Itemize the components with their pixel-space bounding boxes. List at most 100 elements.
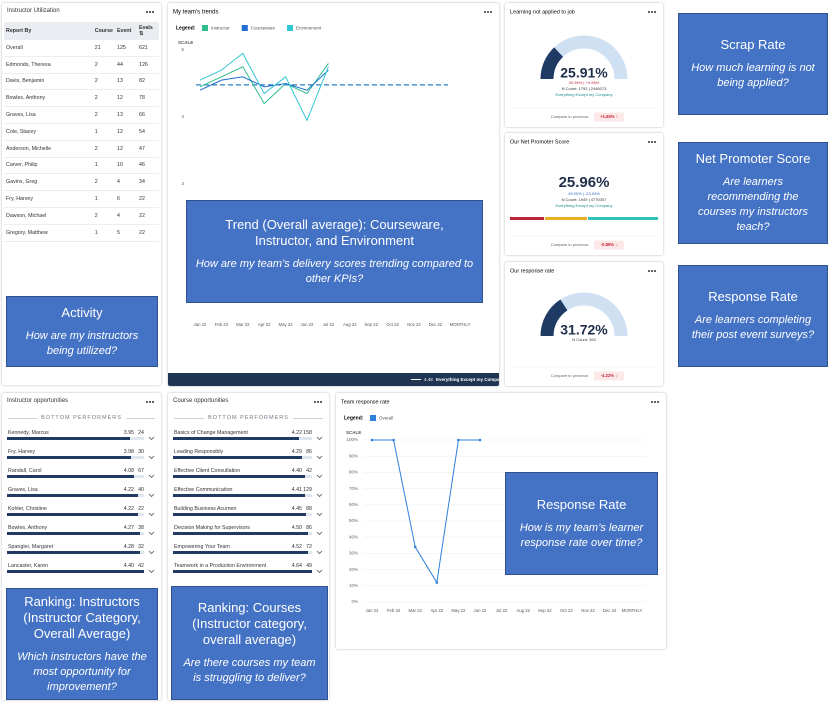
menu-button[interactable] — [481, 7, 495, 16]
ranking-row[interactable]: Teamwork in a Production Environment 4.64… — [173, 560, 324, 579]
ranking-row[interactable]: Kohler, Christine 4.22 22 — [7, 503, 156, 522]
menu-button[interactable] — [311, 397, 325, 406]
ranking-score: 3.98 — [123, 449, 134, 455]
x-tick-label: Apr 22 — [430, 608, 443, 613]
table-cell: Gavins, Greg — [4, 173, 93, 192]
x-tick-label: Nov 22 — [407, 322, 421, 327]
legend-swatch[interactable] — [370, 415, 376, 421]
expand-icon[interactable] — [316, 474, 323, 479]
ranking-score: 4.27 — [123, 525, 134, 531]
table-row[interactable]: Fry, Harvey 1 6 22 — [4, 190, 159, 208]
expand-icon[interactable] — [148, 493, 155, 498]
expand-icon[interactable] — [316, 493, 323, 498]
expand-icon[interactable] — [148, 512, 155, 517]
expand-icon[interactable] — [316, 569, 323, 574]
annotation-question: How are my team’s delivery scores trendi… — [195, 257, 474, 285]
legend-swatch[interactable] — [287, 25, 294, 31]
ranking-score: 4.29 — [291, 449, 302, 455]
ranking-row[interactable]: Leading Responsibly 4.29 86 — [173, 446, 324, 465]
ranking-count: 88 — [306, 506, 312, 512]
footer-bar — [168, 373, 499, 386]
table-cell: 2 — [92, 140, 115, 158]
ranking-count: 129 — [303, 487, 312, 493]
expand-icon[interactable] — [316, 512, 323, 517]
table-cell: Gregory, Matthew — [4, 224, 93, 242]
table-cell: Cole, Stacey — [4, 123, 93, 141]
ranking-row[interactable]: Effective Communication 4.41 129 — [173, 484, 324, 503]
compare-badge — [594, 112, 624, 122]
panel-title: My team's trends — [173, 10, 219, 16]
score-bar — [173, 551, 309, 554]
menu-button[interactable] — [645, 7, 659, 16]
ranking-count: 24 — [138, 430, 144, 436]
expand-icon[interactable] — [148, 455, 155, 460]
panel-title: Learning not applied to job — [510, 9, 575, 15]
ranking-row[interactable]: Kennedy, Marcus 3.95 24 — [7, 427, 156, 446]
ranking-row[interactable]: Spangler, Margaret 4.28 32 — [7, 541, 156, 560]
chevron — [148, 455, 155, 460]
x-tick-label: Nov 22 — [581, 608, 595, 613]
series-line — [372, 439, 480, 584]
x-tick-label: Sep 22 — [364, 322, 378, 327]
table-row[interactable]: Dawson, Michael 2 4 22 — [4, 207, 159, 225]
menu-button[interactable] — [143, 397, 157, 406]
table-row[interactable]: Gregory, Matthew 1 5 22 — [4, 224, 159, 242]
table-row[interactable]: Edmonds, Theresa 2 44 126 — [4, 56, 159, 74]
score-bar — [173, 456, 302, 459]
ranking-name: Kennedy, Marcus — [8, 430, 49, 436]
ranking-score: 4.50 — [291, 525, 302, 531]
expand-icon[interactable] — [148, 474, 155, 479]
expand-icon[interactable] — [316, 550, 323, 555]
ranking-row[interactable]: Bowles, Anthony 4.27 38 — [7, 522, 156, 541]
ranking-row[interactable]: Graves, Lisa 4.22 40 — [7, 484, 156, 503]
table-row[interactable]: Davis, Benjamin 2 13 82 — [4, 73, 159, 91]
expand-icon[interactable] — [148, 531, 155, 536]
expand-icon[interactable] — [316, 455, 323, 460]
expand-icon[interactable] — [148, 569, 155, 574]
menu-button[interactable] — [648, 397, 662, 406]
table-row[interactable]: Gavins, Greg 2 4 34 — [4, 173, 159, 192]
table-row[interactable]: Carver, Philip 1 10 46 — [4, 157, 159, 175]
ranking-row[interactable]: Empowering Your Team 4.52 72 — [173, 541, 324, 560]
table-row[interactable]: Graves, Lisa 2 13 66 — [4, 106, 159, 124]
ranking-row[interactable]: Effective Client Consultation 4.40 42 — [173, 465, 324, 484]
compare-value: -4.22% ↓ — [601, 373, 618, 378]
ranking-row[interactable]: Decision Making for Supervisors 4.50 86 — [173, 522, 324, 541]
menu-button[interactable] — [645, 137, 659, 146]
menu-button[interactable] — [645, 266, 659, 275]
table-cell: 2 — [92, 207, 115, 225]
table-row[interactable]: Bowles, Anthony 2 12 78 — [4, 89, 159, 108]
menu-button[interactable] — [143, 7, 157, 16]
panel-title: Team response rate — [341, 399, 390, 405]
expand-icon[interactable] — [316, 531, 323, 536]
ranking-row[interactable]: Building Business Acumen 4.45 88 — [173, 503, 324, 522]
ranking-count: 72 — [306, 544, 312, 550]
ranking-row[interactable]: Randall, Carol 4.08 67 — [7, 465, 156, 484]
compare-label: Compare to previous: — [551, 114, 589, 119]
ranking-row[interactable]: Basics of Change Management 4.22 158 — [173, 427, 324, 446]
expand-icon[interactable] — [316, 436, 323, 441]
utilization-panel: Instructor Utilization Report By Course Ev… — [2, 3, 161, 385]
ranking-row[interactable]: Fry, Harvey 3.98 30 — [7, 446, 156, 465]
ranking-name: Randall, Carol — [8, 468, 42, 474]
ranking-name: Building Business Acumen — [174, 506, 237, 512]
table-row[interactable]: Overall 21 125 621 — [4, 40, 159, 57]
data-point — [435, 581, 439, 584]
x-tick-label: Mar 22 — [236, 322, 250, 327]
legend-text: Courseware — [251, 26, 276, 31]
series-line — [199, 63, 329, 105]
legend-swatch[interactable] — [202, 25, 208, 31]
expand-icon[interactable] — [148, 550, 155, 555]
data-point — [413, 545, 417, 549]
ranking-row[interactable]: Lancaster, Karen 4.40 42 — [7, 560, 156, 579]
expand-icon[interactable] — [148, 436, 155, 441]
y-tick-label: 10% — [349, 583, 358, 588]
table-row[interactable]: Cole, Stacey 1 12 54 — [4, 123, 159, 141]
score-bar — [173, 513, 307, 516]
legend-swatch[interactable] — [241, 25, 248, 31]
annotation-title: Net Promoter Score — [695, 151, 811, 166]
chevron — [148, 474, 155, 479]
ranking-count: 42 — [306, 468, 312, 474]
table-row[interactable]: Anderson, Michelle 2 12 47 — [4, 140, 159, 158]
compare-badge — [594, 240, 624, 250]
